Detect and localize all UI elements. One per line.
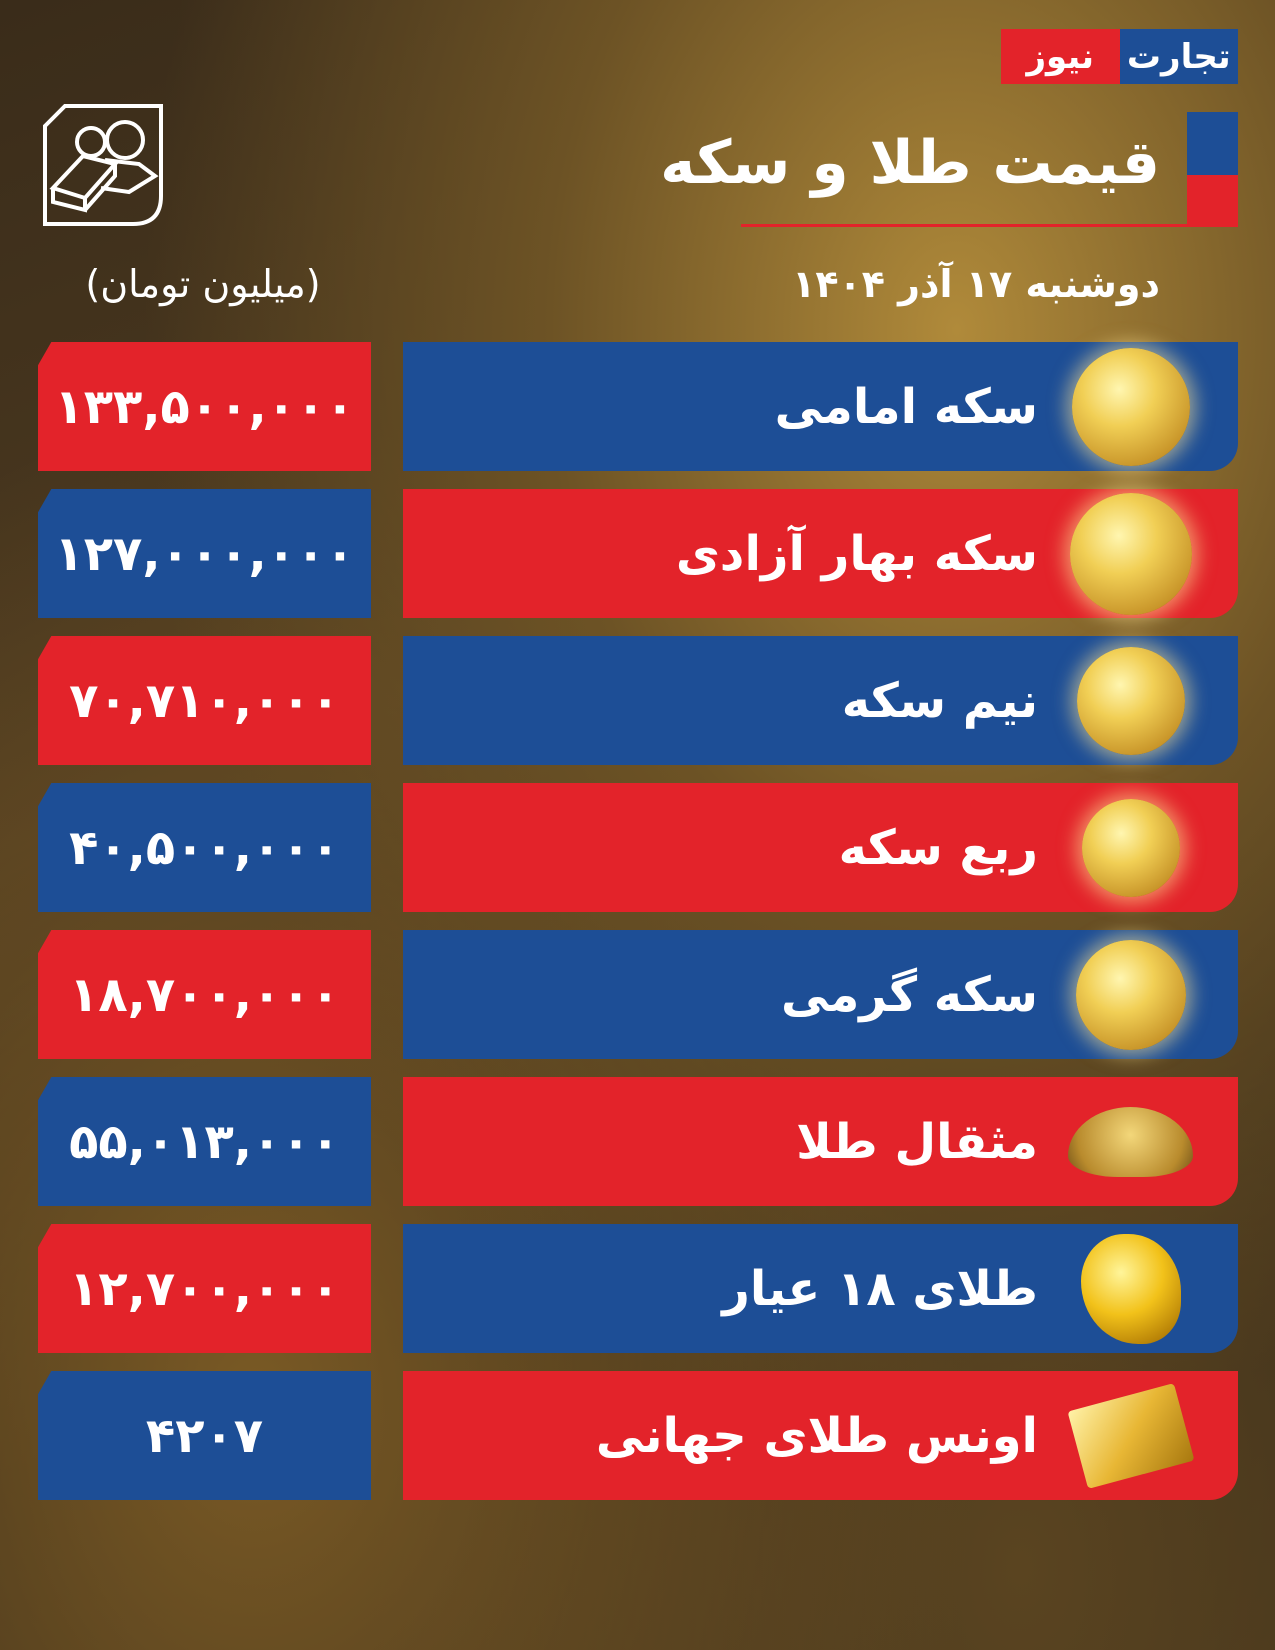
- gram-coin-icon: [1068, 932, 1193, 1057]
- price-value: ۴۲۰۷: [38, 1371, 371, 1500]
- price-row: ۷۰,۷۱۰,۰۰۰ نیم سکه: [0, 636, 1275, 765]
- price-value-text: ۱۲۷,۰۰۰,۰۰۰: [54, 525, 355, 582]
- price-row: ۴۲۰۷ اونس طلای جهانی: [0, 1371, 1275, 1500]
- item-label-bar: نیم سکه: [403, 636, 1238, 765]
- item-label-bar: مثقال طلا: [403, 1077, 1238, 1206]
- item-label-bar: ربع سکه: [403, 783, 1238, 912]
- price-row: ۱۳۳,۵۰۰,۰۰۰ سکه امامی: [0, 342, 1275, 471]
- price-value: ۵۵,۰۱۳,۰۰۰: [38, 1077, 371, 1206]
- title-underline: [741, 224, 1238, 227]
- price-value-text: ۱۳۳,۵۰۰,۰۰۰: [54, 378, 355, 435]
- brand-part2: نیوز: [1001, 29, 1120, 84]
- item-label-bar: طلای ۱۸ عیار: [403, 1224, 1238, 1353]
- item-label: سکه بهار آزادی: [675, 525, 1038, 582]
- brand-logo: تجارت نیوز: [1001, 29, 1238, 84]
- price-row: ۱۲۷,۰۰۰,۰۰۰ سکه بهار آزادی: [0, 489, 1275, 618]
- price-row: ۱۸,۷۰۰,۰۰۰ سکه گرمی: [0, 930, 1275, 1059]
- page-title: قیمت طلا و سکه: [660, 128, 1160, 198]
- bahar-azadi-coin-icon: [1068, 491, 1193, 616]
- price-value-text: ۴۰,۵۰۰,۰۰۰: [69, 819, 340, 876]
- gold-bar-icon: [1067, 1373, 1194, 1498]
- gold-granules-icon: [1068, 1079, 1193, 1204]
- price-row: ۴۰,۵۰۰,۰۰۰ ربع سکه: [0, 783, 1275, 912]
- item-label-bar: اونس طلای جهانی: [403, 1371, 1238, 1500]
- price-value-text: ۱۲,۷۰۰,۰۰۰: [69, 1260, 340, 1317]
- price-value-text: ۱۸,۷۰۰,۰۰۰: [69, 966, 340, 1023]
- price-value-text: ۵۵,۰۱۳,۰۰۰: [69, 1113, 340, 1170]
- price-value: ۴۰,۵۰۰,۰۰۰: [38, 783, 371, 912]
- item-label-bar: سکه گرمی: [403, 930, 1238, 1059]
- item-label: ربع سکه: [838, 819, 1038, 876]
- title-accent: [1187, 112, 1238, 226]
- half-coin-icon: [1068, 638, 1193, 763]
- item-label: طلای ۱۸ عیار: [722, 1260, 1038, 1317]
- price-value: ۱۲۷,۰۰۰,۰۰۰: [38, 489, 371, 618]
- brand-part1: تجارت: [1119, 29, 1238, 84]
- item-label-bar: سکه بهار آزادی: [403, 489, 1238, 618]
- price-value: ۱۳۳,۵۰۰,۰۰۰: [38, 342, 371, 471]
- price-value: ۱۲,۷۰۰,۰۰۰: [38, 1224, 371, 1353]
- emami-coin-icon: [1068, 344, 1193, 469]
- price-row: ۱۲,۷۰۰,۰۰۰ طلای ۱۸ عیار: [0, 1224, 1275, 1353]
- item-label: اونس طلای جهانی: [595, 1407, 1038, 1464]
- gold-nugget-icon: [1068, 1226, 1193, 1351]
- gold-bars-icon: [39, 100, 169, 230]
- price-value-text: ۷۰,۷۱۰,۰۰۰: [69, 672, 340, 729]
- item-label-bar: سکه امامی: [403, 342, 1238, 471]
- item-label: سکه امامی: [774, 378, 1038, 435]
- price-value: ۷۰,۷۱۰,۰۰۰: [38, 636, 371, 765]
- units-label: (میلیون تومان): [85, 262, 321, 306]
- item-label: نیم سکه: [841, 672, 1038, 729]
- quarter-coin-icon: [1068, 785, 1193, 910]
- price-value: ۱۸,۷۰۰,۰۰۰: [38, 930, 371, 1059]
- price-value-text: ۴۲۰۷: [145, 1407, 264, 1464]
- item-label: مثقال طلا: [796, 1113, 1038, 1170]
- item-label: سکه گرمی: [781, 966, 1038, 1023]
- price-row: ۵۵,۰۱۳,۰۰۰ مثقال طلا: [0, 1077, 1275, 1206]
- date: دوشنبه ۱۷ آذر ۱۴۰۴: [792, 262, 1160, 306]
